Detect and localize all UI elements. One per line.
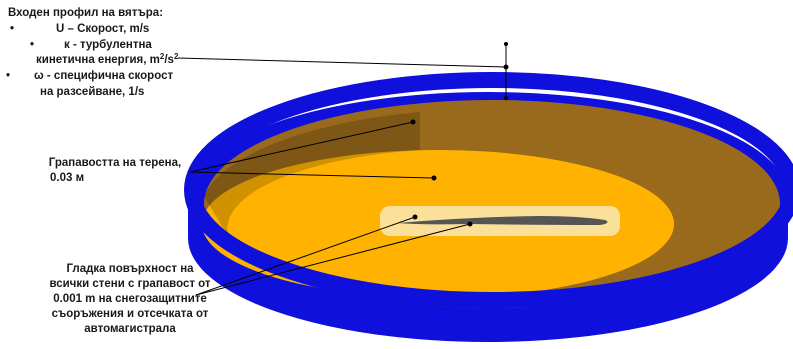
- omega-text-line1: ω - специфична скорост: [34, 70, 174, 82]
- marker-roughness-inner: [431, 175, 437, 181]
- k-text-line1: к - турбулентна: [64, 39, 152, 51]
- u-velocity-text: U – Скорост, m/s: [56, 23, 150, 35]
- marker-smooth-patch: [412, 214, 418, 220]
- smooth-line4: съоръжения и отсечката от: [51, 308, 209, 320]
- k-text-line2: кинетична енергия, m: [36, 54, 160, 66]
- roughness-line2: 0.03 м: [50, 172, 85, 184]
- leader-smooth-1: [195, 216, 416, 296]
- k-text-continuation: кинетична енергия, m2/s2: [36, 53, 178, 68]
- smooth-line2: всички стени с грапавост от: [49, 278, 211, 290]
- bullet-dot: •: [10, 23, 15, 35]
- k-exponent-2: 2: [173, 52, 179, 61]
- snow-barrier-line: [398, 216, 608, 225]
- inlet-point-bottom: [504, 96, 508, 100]
- bullet-k-tke: • к - турбулентна: [30, 38, 152, 53]
- marker-smooth-barrier: [467, 221, 473, 227]
- inlet-point-top: [504, 42, 508, 46]
- leader-wind-profile: [177, 57, 507, 68]
- terrain-roughness-label: Грапавостта на терена, 0.03 м: [30, 156, 200, 186]
- k-slash: /s: [164, 54, 174, 66]
- bullet-dot: •: [6, 70, 11, 82]
- leader-smooth-2: [195, 223, 471, 296]
- bullet-dot: •: [30, 39, 35, 51]
- roughness-line1: Грапавостта на терена,: [48, 157, 182, 169]
- leader-roughness-1: [189, 121, 414, 173]
- bullet-u-velocity: • U – Скорост, m/s: [10, 22, 149, 37]
- smooth-line1: Гладка повърхност на: [66, 263, 194, 275]
- marker-roughness-outer: [410, 119, 416, 125]
- bullet-omega: • ω - специфична скорост: [6, 69, 173, 84]
- omega-text-line2: на разсейване, 1/s: [40, 86, 145, 98]
- k-exponent-1: 2: [159, 52, 165, 61]
- leader-roughness-2: [189, 171, 435, 179]
- domain-wall-rim: [184, 72, 793, 308]
- smooth-surface-label: Гладка повърхност на всички стени с грап…: [30, 262, 230, 337]
- ground-shade: [204, 112, 420, 240]
- wind-profile-title: Входен профил на вятъра:: [8, 7, 164, 19]
- smooth-line5: автомагистрала: [84, 323, 176, 335]
- smooth-line3: 0.001 m на снегозащитните: [53, 293, 207, 305]
